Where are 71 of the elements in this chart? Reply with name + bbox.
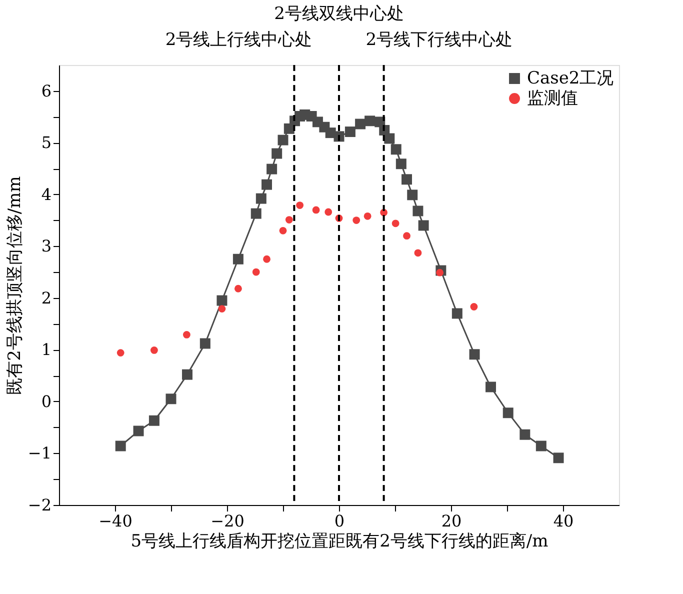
point bbox=[470, 303, 478, 310]
point bbox=[296, 202, 304, 209]
y-tick-label: 0 bbox=[41, 392, 52, 411]
point bbox=[553, 452, 564, 464]
point bbox=[412, 206, 424, 216]
point bbox=[256, 193, 266, 204]
point bbox=[402, 174, 412, 185]
point bbox=[384, 133, 395, 144]
x-tick-label: −40 bbox=[98, 512, 132, 530]
point bbox=[364, 212, 372, 220]
point bbox=[285, 216, 293, 224]
point bbox=[232, 254, 244, 264]
y-axis-title: 既有2号线拱顶竖向位移/mm bbox=[4, 176, 25, 395]
point bbox=[166, 394, 176, 404]
point bbox=[396, 158, 406, 170]
point bbox=[266, 164, 278, 174]
y-tick-label: 2 bbox=[41, 288, 52, 308]
point bbox=[403, 232, 410, 240]
point bbox=[278, 134, 288, 146]
point bbox=[364, 116, 376, 126]
y-tick-label: −1 bbox=[28, 444, 52, 463]
legend-label: Case2工况 bbox=[527, 68, 614, 88]
y-tick-label: −2 bbox=[28, 496, 52, 514]
point bbox=[216, 295, 228, 306]
point bbox=[234, 284, 242, 292]
point bbox=[116, 349, 124, 357]
point bbox=[502, 408, 514, 418]
point bbox=[324, 208, 332, 216]
point bbox=[218, 305, 226, 313]
point bbox=[520, 429, 530, 440]
point bbox=[252, 268, 260, 276]
x-tick-label: 0 bbox=[334, 512, 345, 530]
x-tick-label: −20 bbox=[210, 512, 244, 530]
point bbox=[182, 369, 192, 380]
point bbox=[392, 220, 400, 228]
x-axis-title: 5号线上行线盾构开挖位置距既有2号线下行线的距离/m bbox=[130, 532, 548, 552]
point bbox=[536, 440, 546, 452]
point bbox=[452, 308, 462, 319]
point bbox=[250, 208, 262, 219]
point bbox=[469, 349, 480, 360]
point bbox=[486, 382, 496, 392]
point bbox=[133, 426, 144, 436]
point bbox=[390, 144, 402, 155]
point bbox=[344, 126, 356, 138]
point bbox=[115, 440, 126, 452]
point bbox=[182, 330, 190, 338]
ref-line-label: 2号线下行线中心处 bbox=[366, 30, 513, 50]
y-tick-label: 5 bbox=[41, 133, 52, 152]
point bbox=[312, 206, 320, 214]
legend-label: 监测值 bbox=[527, 88, 578, 108]
y-tick-label: 6 bbox=[41, 81, 52, 100]
point bbox=[279, 226, 287, 234]
point bbox=[355, 118, 366, 130]
y-tick-label: 4 bbox=[41, 184, 52, 204]
ref-line-label: 2号线双线中心处 bbox=[274, 4, 404, 24]
point bbox=[263, 255, 270, 263]
point bbox=[352, 216, 360, 224]
point bbox=[436, 268, 444, 276]
y-tick-label: 3 bbox=[41, 236, 52, 256]
point bbox=[200, 338, 210, 349]
ref-line-label: 2号线上行线中心处 bbox=[165, 30, 312, 50]
point bbox=[150, 346, 158, 354]
point bbox=[414, 249, 422, 257]
point bbox=[407, 190, 418, 200]
point bbox=[148, 415, 160, 426]
y-tick-label: 1 bbox=[41, 340, 52, 360]
x-tick-label: 20 bbox=[441, 512, 462, 530]
point bbox=[272, 148, 282, 159]
x-tick-label: 40 bbox=[553, 512, 574, 530]
point bbox=[418, 220, 429, 231]
point bbox=[262, 179, 272, 190]
